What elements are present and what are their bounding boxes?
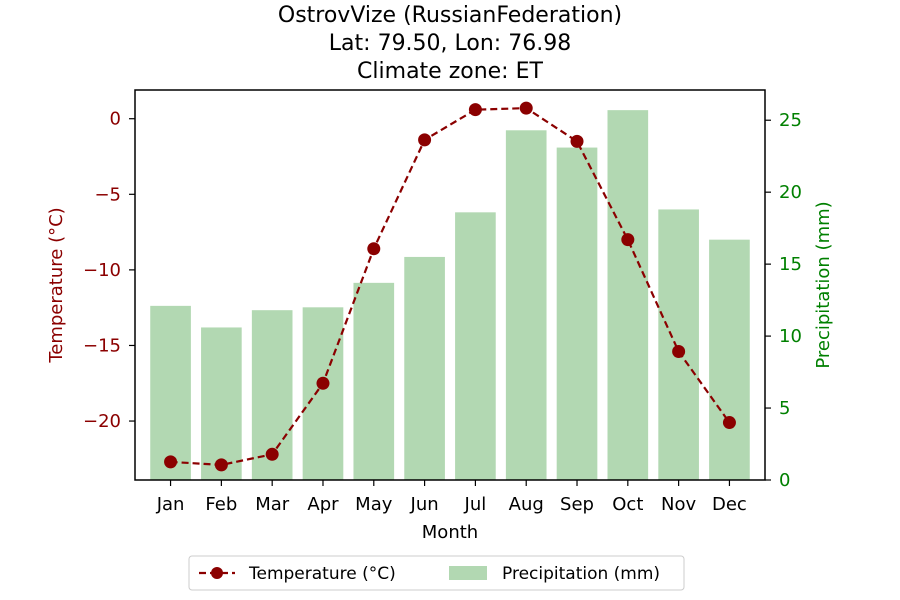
left-tick-label: −5	[94, 184, 121, 205]
left-axis-label: Temperature (°C)	[46, 207, 67, 363]
x-tick-label: Mar	[255, 494, 290, 515]
x-tick-label: Jun	[410, 494, 439, 515]
temperature-point	[722, 416, 736, 430]
left-axis-ticks: 0 −5 −10 −15 −20	[83, 109, 135, 432]
plot-frame	[134, 89, 766, 481]
temperature-point	[214, 458, 228, 472]
legend-frame	[188, 555, 685, 591]
right-tick-label: 5	[779, 398, 790, 419]
left-tick-label: 0	[110, 109, 121, 130]
temperature-point	[367, 242, 381, 256]
precipitation-bar	[404, 256, 445, 480]
precipitation-bar	[455, 212, 496, 481]
x-tick-label: Aug	[509, 494, 544, 515]
temperature-point	[621, 233, 635, 247]
temperature-point	[672, 345, 686, 359]
chart-title-line-1: OstrovVize (RussianFederation)	[278, 3, 622, 28]
left-tick-label: −15	[83, 335, 121, 356]
temperature-point	[468, 103, 482, 117]
x-tick-label: Sep	[560, 494, 594, 515]
right-tick-label: 0	[779, 470, 790, 491]
temperature-point	[164, 455, 178, 469]
legend-precipitation-label: Precipitation (mm)	[502, 564, 660, 584]
precipitation-bar	[353, 282, 395, 480]
temperature-point	[570, 134, 584, 148]
precipitation-bar	[505, 130, 547, 480]
legend: Temperature (°C) Precipitation (mm)	[188, 555, 685, 591]
right-tick-label: 10	[779, 326, 802, 347]
x-tick-label: Oct	[612, 494, 643, 515]
x-tick-label: Jul	[464, 494, 487, 515]
right-tick-label: 15	[779, 254, 802, 275]
x-tick-label: Apr	[307, 494, 339, 515]
right-tick-label: 20	[779, 182, 802, 203]
precipitation-bar	[658, 209, 699, 481]
left-tick-label: −20	[83, 411, 121, 432]
temperature-line-group	[164, 101, 736, 472]
legend-temperature-marker	[211, 567, 223, 579]
legend-precipitation-swatch	[449, 566, 487, 580]
precipitation-bar	[607, 110, 649, 481]
precipitation-bar	[201, 327, 242, 480]
precipitation-bar	[302, 307, 344, 480]
temperature-point	[418, 133, 432, 147]
precipitation-bar	[150, 305, 191, 480]
right-axis-ticks: 0 5 10 15 20 25	[765, 110, 802, 491]
x-axis-label: Month	[422, 522, 478, 543]
x-tick-label: Nov	[661, 494, 696, 515]
precipitation-bar	[709, 239, 750, 480]
x-tick-label: Jan	[156, 494, 185, 515]
temperature-point	[316, 376, 330, 390]
temperature-point	[519, 101, 533, 115]
temperature-line	[170, 106, 731, 467]
right-tick-label: 25	[779, 110, 802, 131]
x-tick-label: Feb	[205, 494, 237, 515]
precipitation-bars	[150, 110, 750, 481]
chart-title-line-2: Lat: 79.50, Lon: 76.98	[329, 31, 571, 56]
right-axis-label: Precipitation (mm)	[813, 201, 834, 368]
temperature-point	[265, 447, 279, 461]
chart-title-line-3: Climate zone: ET	[357, 59, 543, 84]
x-axis-ticks: Jan Feb Mar Apr May Jun Jul Aug Sep Oct Nov Dec	[156, 480, 747, 515]
x-tick-label: Dec	[712, 494, 747, 515]
left-tick-label: −10	[83, 260, 121, 281]
legend-temperature-label: Temperature (°C)	[248, 564, 396, 584]
x-tick-label: May	[355, 494, 393, 515]
precipitation-bar	[556, 147, 598, 480]
